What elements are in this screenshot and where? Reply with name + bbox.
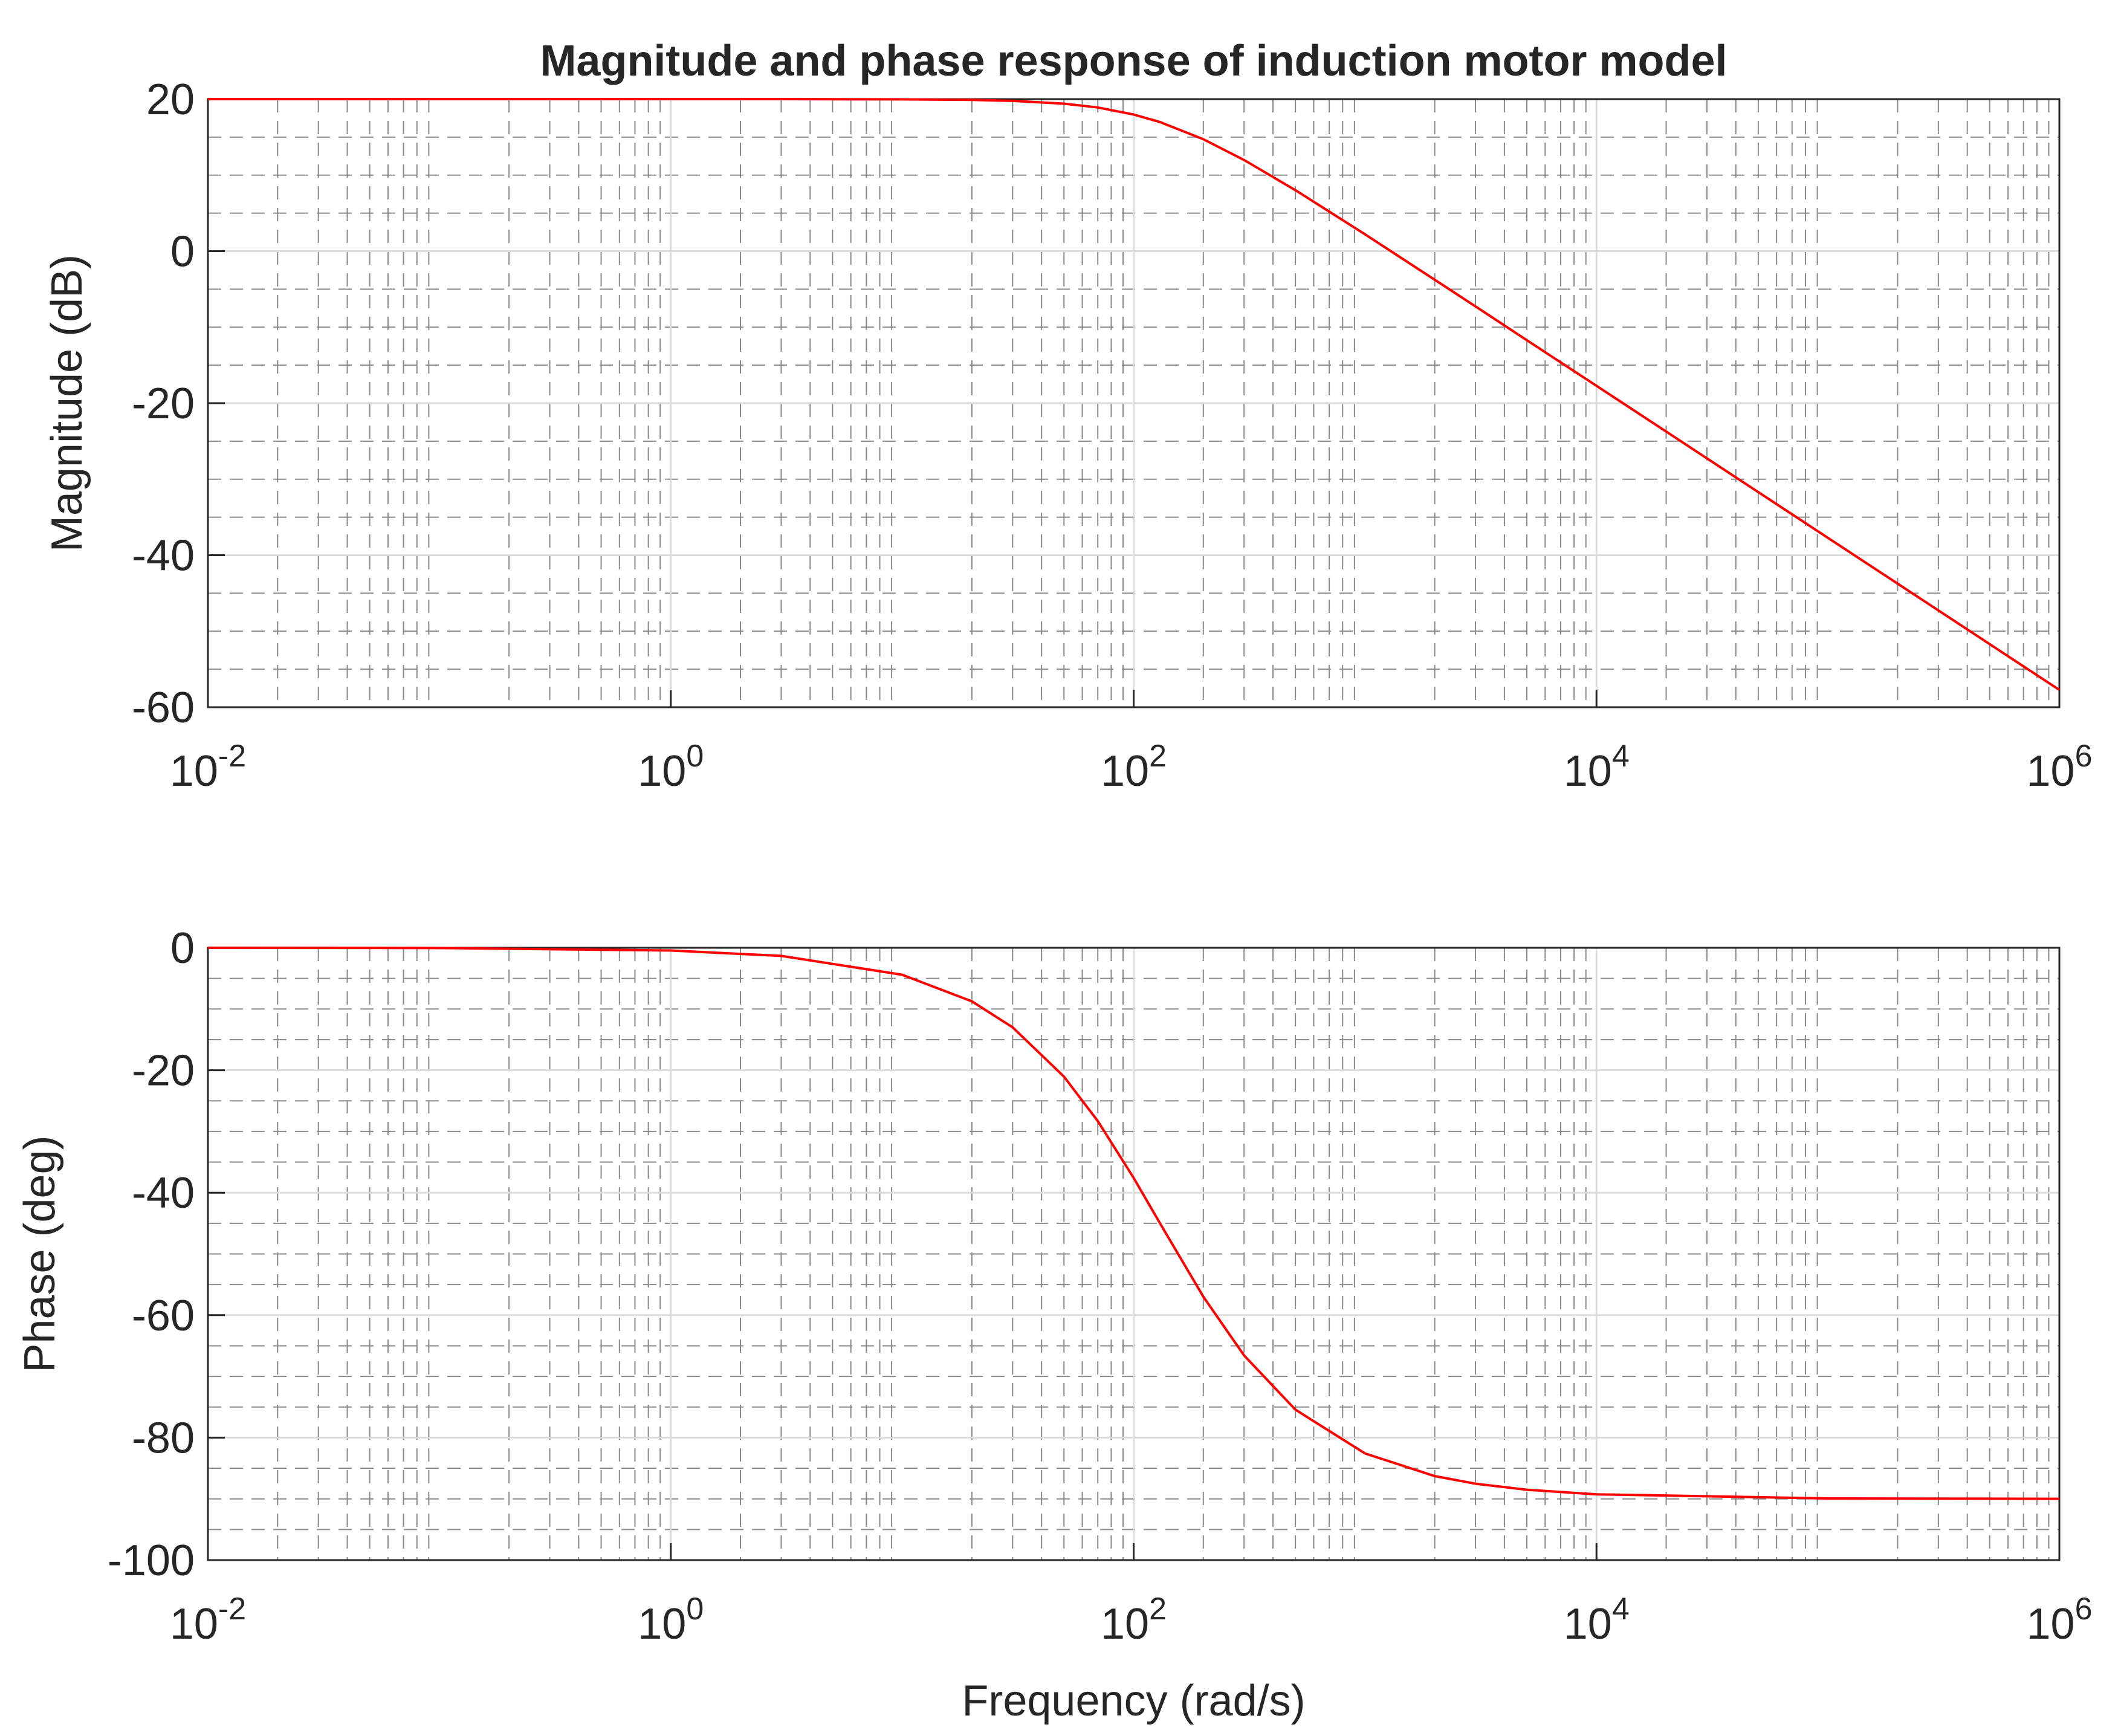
y-tick-label: 0 [170,228,195,276]
x-tick-label: 100 [638,739,704,795]
axes: 10-2 100 102 104 106 -100 -80 -60 -40 -20 0 Phase (… [16,924,2093,1725]
y-axis-label: Magnitude (dB) [43,254,91,552]
y-tick-label: -80 [132,1414,195,1462]
data-line [207,947,2060,1500]
axes: 10-2 100 102 104 106 -60 -40 -20 0 20 Magnitude an… [43,37,2093,795]
y-tick-label: -60 [132,1292,195,1340]
y-tick-label: -20 [132,1047,195,1095]
y-tick-label: -100 [108,1537,195,1585]
x-axis-label: Frequency (rad/s) [962,1677,1305,1725]
data-line [208,98,2061,691]
axes-box [207,947,2061,1561]
y-axis-label: Phase (deg) [16,1135,64,1372]
chart-title: Magnitude and phase response of inductio… [540,37,1727,85]
y-tick-label: 20 [146,76,195,124]
x-tick-label: 104 [1564,739,1630,795]
y-tick-label: -40 [132,532,195,580]
x-tick-label: 102 [1101,739,1167,795]
x-tick-label: 10-2 [170,739,246,795]
axes-box [207,98,2061,708]
x-tick-label: 102 [1101,1592,1167,1648]
x-tick-label: 100 [638,1592,704,1648]
y-tick-label: 0 [170,924,195,973]
y-tick-label: -60 [132,684,195,732]
x-tick-label: 106 [2026,1592,2092,1648]
x-tick-label: 10-2 [170,1592,246,1648]
y-tick-label: -40 [132,1169,195,1217]
y-tick-label: -20 [132,380,195,428]
x-tick-label: 104 [1564,1592,1630,1648]
x-tick-label: 106 [2026,739,2092,795]
